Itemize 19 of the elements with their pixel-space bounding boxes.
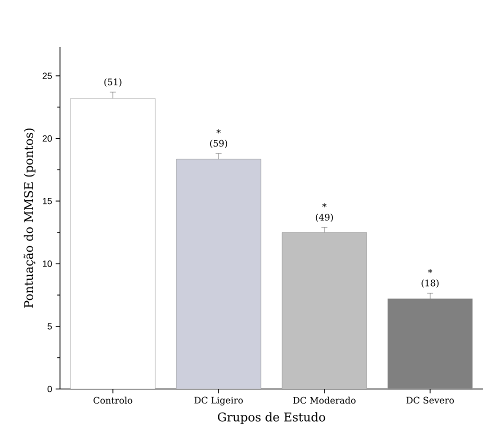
- annotation: *: [428, 268, 432, 274]
- annotation: (49): [316, 214, 333, 222]
- annotation: *: [322, 203, 326, 208]
- y-tick-label: 5: [48, 323, 52, 330]
- y-tick-label: 25: [42, 72, 52, 79]
- x-tick-label: Controlo: [94, 396, 132, 404]
- y-tick-label: 0: [48, 386, 52, 392]
- y-tick-label: 10: [42, 260, 52, 267]
- x-tick-label: DC Moderado: [293, 396, 356, 404]
- annotation: (18): [422, 279, 439, 288]
- y-tick-label: 15: [42, 198, 52, 204]
- x-tick-label: DC Severo: [406, 396, 454, 404]
- annotation: *: [216, 129, 221, 134]
- y-axis-title: Pontuação do MMSE (pontos): [24, 128, 36, 308]
- x-tick-label: DC Ligeiro: [194, 396, 243, 406]
- x-axis-title: Grupos de Estudo: [218, 412, 326, 424]
- y-tick-label: 20: [42, 135, 52, 142]
- annotation: (51): [104, 78, 122, 87]
- annotation: (59): [210, 140, 228, 148]
